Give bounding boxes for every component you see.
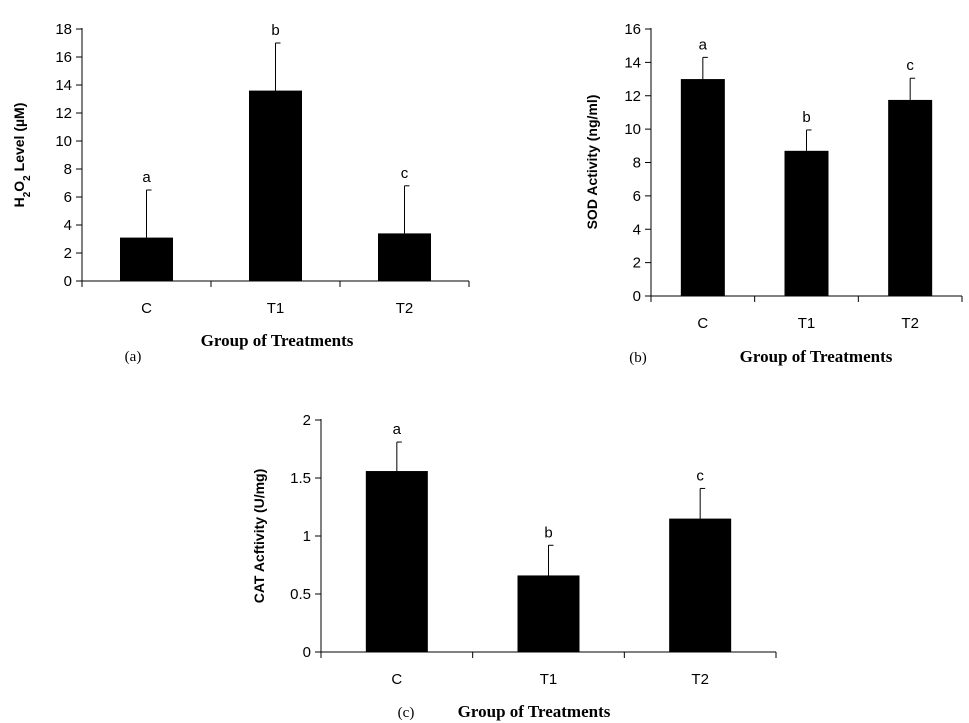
panel-a-significance-c: a: [142, 169, 151, 186]
panel-b-sod-chart: 0 2 4 6 8 10 12 14 16 a Cb T1 c T2 SOD Activity (ng/…: [584, 21, 963, 366]
panel-b-y-tick-label: 10: [624, 121, 641, 138]
panel-b-bar-t2: [888, 99, 933, 296]
panel-c-bar-t1: [517, 575, 580, 652]
panel-c-category-label-t1: T1: [540, 671, 558, 688]
panel-b-category-label-t2: T2: [901, 315, 919, 332]
panel-b-y-axis-label: SOD Activity (ng/ml): [584, 95, 600, 230]
panel-a-significance-t1: b: [271, 22, 279, 39]
panel-b-category-label-t1: T1: [798, 315, 816, 332]
panel-b-bar-c: [680, 79, 725, 296]
panel-c-y-tick-label: 2: [303, 412, 311, 429]
panel-c-category-label-t2: T2: [691, 671, 709, 688]
panel-c-category-label-c: C: [391, 671, 402, 688]
panel-a-category-label-t1: T1: [267, 300, 285, 317]
panel-c-y-tick-label: 0.5: [290, 586, 311, 603]
panel-a-h2o2-chart: 0 2 4 6 8 10 12 14 16 18 a Cb T1 c T2 H2O2 Level (µM)…: [11, 21, 470, 365]
panel-b-x-axis-label: Group of Treatments: [740, 347, 893, 366]
panel-c-x-axis-label: Group of Treatments: [458, 702, 611, 721]
panel-a-bar-t2: [378, 233, 431, 281]
panel-b-category-label-c: C: [697, 315, 708, 332]
panel-b-y-tick-label: 2: [633, 255, 641, 272]
panel-c-significance-t2: c: [696, 467, 704, 484]
panel-b-y-tick-label: 12: [624, 88, 641, 105]
panel-a-y-tick-label: 16: [55, 49, 72, 66]
panel-a-category-label-c: C: [141, 300, 152, 317]
panel-b-significance-c: a: [699, 36, 708, 53]
panel-b-y-tick-label: 14: [624, 54, 641, 71]
panel-a-bar-t1: [249, 90, 302, 281]
panel-b-y-tick-label: 8: [633, 155, 641, 172]
panel-b-bar-t1: [784, 150, 829, 296]
panel-c-bar-t2: [669, 518, 732, 652]
panel-b-y-tick-label: 4: [633, 221, 641, 238]
panel-a-y-axis-label: H2O2 Level (µM): [11, 103, 33, 208]
panel-c-significance-t1: b: [544, 524, 552, 541]
panel-b-label: (b): [629, 350, 647, 366]
panel-a-y-tick-label: 0: [64, 273, 72, 290]
panel-a-bar-c: [120, 237, 173, 281]
panel-a-label: (a): [125, 349, 142, 365]
panel-b-significance-t1: b: [802, 109, 810, 126]
panel-a-x-axis-label: Group of Treatments: [201, 331, 354, 350]
panel-a-y-tick-label: 6: [64, 189, 72, 206]
panel-c-significance-c: a: [393, 421, 402, 438]
panel-b-significance-t2: c: [906, 57, 914, 74]
panel-a-y-tick-label: 14: [55, 77, 72, 94]
panel-a-y-tick-label: 2: [64, 245, 72, 262]
panel-a-significance-t2: c: [401, 165, 409, 182]
panel-c-label: (c): [398, 705, 415, 721]
panel-a-y-tick-label: 18: [55, 21, 72, 38]
panel-a-y-tick-label: 12: [55, 105, 72, 122]
panel-a-y-tick-label: 4: [64, 217, 72, 234]
panel-c-y-tick-label: 1: [303, 528, 311, 545]
panel-c-y-tick-label: 1.5: [290, 470, 311, 487]
panel-a-category-label-t2: T2: [396, 300, 414, 317]
panel-c-y-axis-label: CAT Acftivity (U/mg): [251, 469, 267, 604]
panel-b-y-tick-label: 16: [624, 21, 641, 38]
panel-a-y-tick-label: 8: [64, 161, 72, 178]
panel-a-y-tick-label: 10: [55, 133, 72, 150]
panel-b-y-tick-label: 6: [633, 188, 641, 205]
panel-b-y-tick-label: 0: [633, 288, 641, 305]
panel-c-bar-c: [365, 471, 428, 652]
panel-c-y-tick-label: 0: [303, 644, 311, 661]
